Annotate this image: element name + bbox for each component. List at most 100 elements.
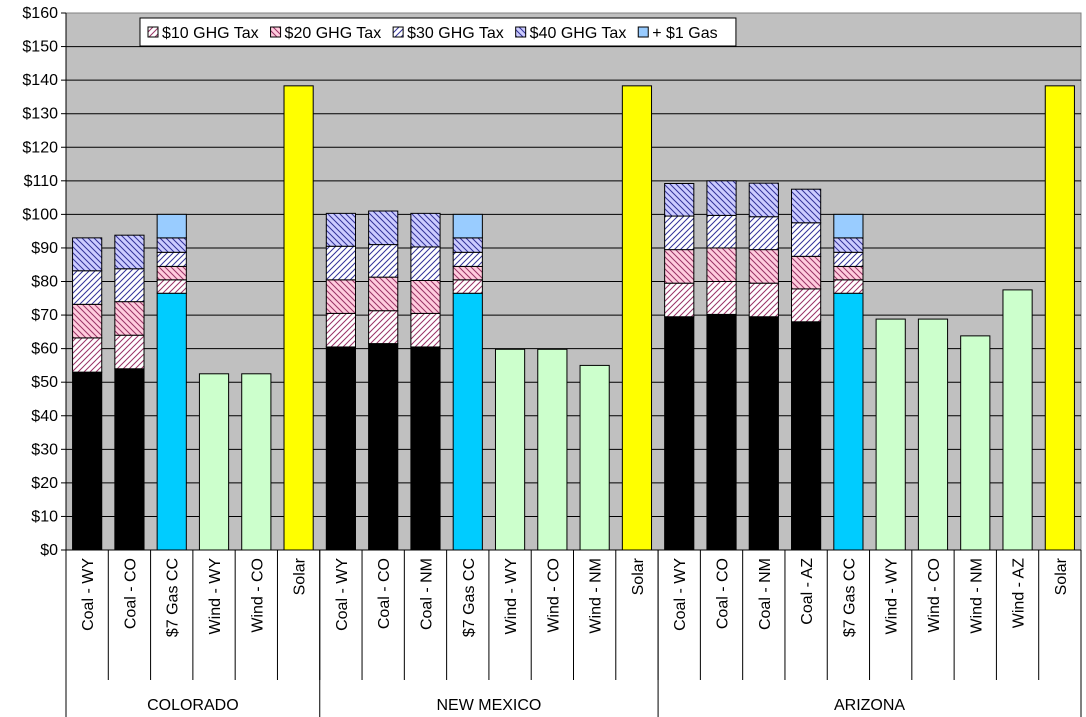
bar-segment-tax30 <box>664 215 695 251</box>
x-tick-label: Coal - CO <box>376 558 393 629</box>
bar-segment-tax20 <box>748 249 779 284</box>
bar-segment-tax10 <box>410 312 441 348</box>
bar-segment-tax40 <box>706 180 737 216</box>
bar-segment-coal <box>706 313 737 551</box>
x-tick-label: Coal - WY <box>80 558 97 631</box>
bar-segment-tax30 <box>114 268 145 303</box>
x-tick-label: Wind - CO <box>926 558 943 633</box>
x-tick-label: Coal - AZ <box>799 558 816 625</box>
y-tick-label: $110 <box>24 173 59 190</box>
x-tick-label: Wind - WY <box>503 558 520 635</box>
bar-segment-solar <box>1044 85 1075 551</box>
bar-segment-gas <box>452 292 483 551</box>
y-tick-label: $20 <box>31 475 58 492</box>
bar-segment-coal <box>72 371 103 551</box>
bar-segment-wind <box>875 318 906 551</box>
bar-segment-coal <box>748 316 779 551</box>
x-tick-label: Coal - WY <box>334 558 351 631</box>
x-tick-label: Solar <box>1053 557 1070 595</box>
bar-segment-tax10 <box>114 334 145 370</box>
y-tick-label: $130 <box>22 106 58 123</box>
legend-label: $10 GHG Tax <box>162 25 259 42</box>
bar-segment-wind <box>960 335 991 551</box>
legend-swatch-gas1 <box>637 26 649 38</box>
bar-segment-tax10 <box>72 337 103 373</box>
y-tick-label: $100 <box>22 206 58 223</box>
legend-label: $30 GHG Tax <box>407 25 504 42</box>
bar-segment-tax40 <box>114 234 145 270</box>
bar-segment-tax40 <box>791 188 822 224</box>
x-tick-label: Wind - CO <box>545 558 562 633</box>
bar-segment-tax40 <box>325 212 356 247</box>
legend-label: $40 GHG Tax <box>530 25 627 42</box>
bar-segment-tax20 <box>156 265 187 281</box>
bar-segment-tax10 <box>452 279 483 294</box>
y-tick-label: $0 <box>40 542 58 559</box>
bar-segment-tax40 <box>664 182 695 217</box>
bar-segment-coal <box>664 316 695 551</box>
x-tick-label: $7 Gas CC <box>461 558 478 637</box>
bar-segment-tax20 <box>114 301 145 336</box>
y-tick-label: $160 <box>22 5 58 22</box>
bar-segment-tax30 <box>410 246 441 281</box>
bar-segment-tax20 <box>368 276 399 312</box>
y-tick-label: $70 <box>31 307 58 324</box>
x-tick-label: Coal - CO <box>122 558 139 629</box>
bar-segment-gas1 <box>833 213 864 239</box>
bar-segment-tax20 <box>410 279 441 314</box>
y-tick-label: $40 <box>31 408 58 425</box>
bar-segment-tax10 <box>833 279 864 294</box>
bar-segment-wind <box>579 364 610 551</box>
bar-segment-coal <box>410 346 441 551</box>
bar-segment-tax30 <box>748 216 779 251</box>
region-label: COLORADO <box>147 697 239 714</box>
legend-swatch-tax10 <box>147 26 159 38</box>
y-tick-label: $120 <box>22 139 58 156</box>
y-tick-label: $150 <box>22 39 58 56</box>
x-tick-label: $7 Gas CC <box>841 558 858 637</box>
y-tick-label: $30 <box>31 441 58 458</box>
bar-segment-tax10 <box>664 282 695 318</box>
bar-segment-tax10 <box>791 288 822 323</box>
legend-label: + $1 Gas <box>652 25 717 42</box>
region-label: ARIZONA <box>834 697 905 714</box>
bar-segment-tax40 <box>410 212 441 248</box>
bar-segment-tax40 <box>833 237 864 253</box>
bar-segment-tax10 <box>748 282 779 318</box>
y-tick-label: $10 <box>31 508 58 525</box>
x-tick-label: Wind - AZ <box>1011 558 1028 628</box>
bar-segment-tax20 <box>452 265 483 281</box>
bar-segment-tax30 <box>325 245 356 281</box>
bar-segment-coal <box>368 343 399 551</box>
bar-segment-tax30 <box>452 251 483 267</box>
bar-segment-tax40 <box>72 237 103 272</box>
y-tick-label: $60 <box>31 341 58 358</box>
x-tick-label: Wind - WY <box>207 558 224 635</box>
legend-label: $20 GHG Tax <box>285 25 382 42</box>
legend-swatch-tax30 <box>392 26 404 38</box>
x-tick-label: $7 Gas CC <box>165 558 182 637</box>
bar-segment-tax40 <box>748 182 779 218</box>
bar-segment-tax30 <box>368 244 399 278</box>
bar-series <box>72 85 1075 551</box>
bar-segment-solar <box>621 85 653 551</box>
bar-segment-tax10 <box>706 281 737 315</box>
x-tick-label: Solar <box>292 557 309 595</box>
bar-segment-tax40 <box>368 210 399 246</box>
y-tick-label: $80 <box>31 274 58 291</box>
bar-segment-tax30 <box>72 270 103 305</box>
bar-segment-tax20 <box>72 303 103 339</box>
y-tick-label: $90 <box>31 240 58 257</box>
bar-segment-tax20 <box>325 279 356 314</box>
x-tick-label: Wind - CO <box>249 558 266 633</box>
x-tick-label: Coal - WY <box>672 558 689 631</box>
legend-swatch-tax40 <box>515 26 527 38</box>
x-tick-label: Wind - WY <box>884 558 901 635</box>
bar-segment-coal <box>791 321 822 551</box>
x-tick-label: Coal - CO <box>715 558 732 629</box>
bar-segment-tax20 <box>706 247 737 282</box>
region-label: NEW MEXICO <box>436 697 541 714</box>
bar-segment-gas <box>156 292 187 551</box>
bar-segment-wind <box>198 373 230 551</box>
bar-segment-tax20 <box>664 249 695 284</box>
